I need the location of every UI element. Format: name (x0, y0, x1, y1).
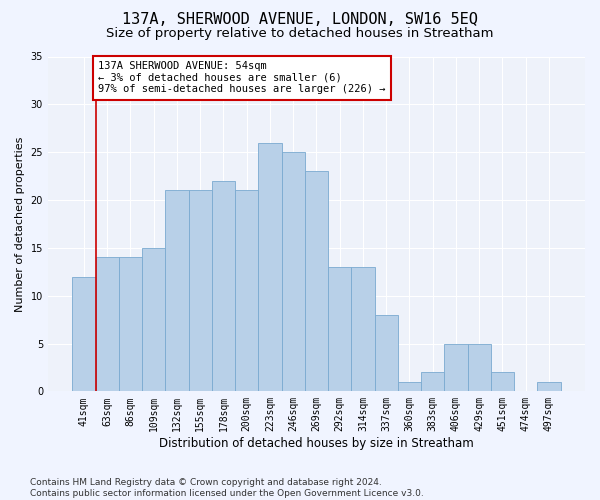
Bar (398, 382, 421, 392)
Bar (305, 172, 328, 392)
Bar (235, 190, 259, 392)
Bar (445, 344, 467, 392)
Bar (166, 190, 188, 392)
Text: Size of property relative to detached houses in Streatham: Size of property relative to detached ho… (106, 28, 494, 40)
Bar (119, 258, 142, 392)
Bar (421, 372, 445, 392)
Bar (142, 248, 166, 392)
X-axis label: Distribution of detached houses by size in Streatham: Distribution of detached houses by size … (159, 437, 474, 450)
Bar (259, 142, 281, 392)
Text: 137A SHERWOOD AVENUE: 54sqm
← 3% of detached houses are smaller (6)
97% of semi-: 137A SHERWOOD AVENUE: 54sqm ← 3% of deta… (98, 62, 385, 94)
Bar (374, 315, 398, 392)
Y-axis label: Number of detached properties: Number of detached properties (15, 136, 25, 312)
Bar (491, 372, 514, 392)
Bar (95, 258, 119, 392)
Bar (328, 267, 352, 392)
Bar (73, 276, 95, 392)
Bar (188, 190, 212, 392)
Text: 137A, SHERWOOD AVENUE, LONDON, SW16 5EQ: 137A, SHERWOOD AVENUE, LONDON, SW16 5EQ (122, 12, 478, 28)
Bar (538, 382, 560, 392)
Text: Contains HM Land Registry data © Crown copyright and database right 2024.
Contai: Contains HM Land Registry data © Crown c… (30, 478, 424, 498)
Bar (212, 181, 235, 392)
Bar (352, 267, 374, 392)
Bar (281, 152, 305, 392)
Bar (467, 344, 491, 392)
